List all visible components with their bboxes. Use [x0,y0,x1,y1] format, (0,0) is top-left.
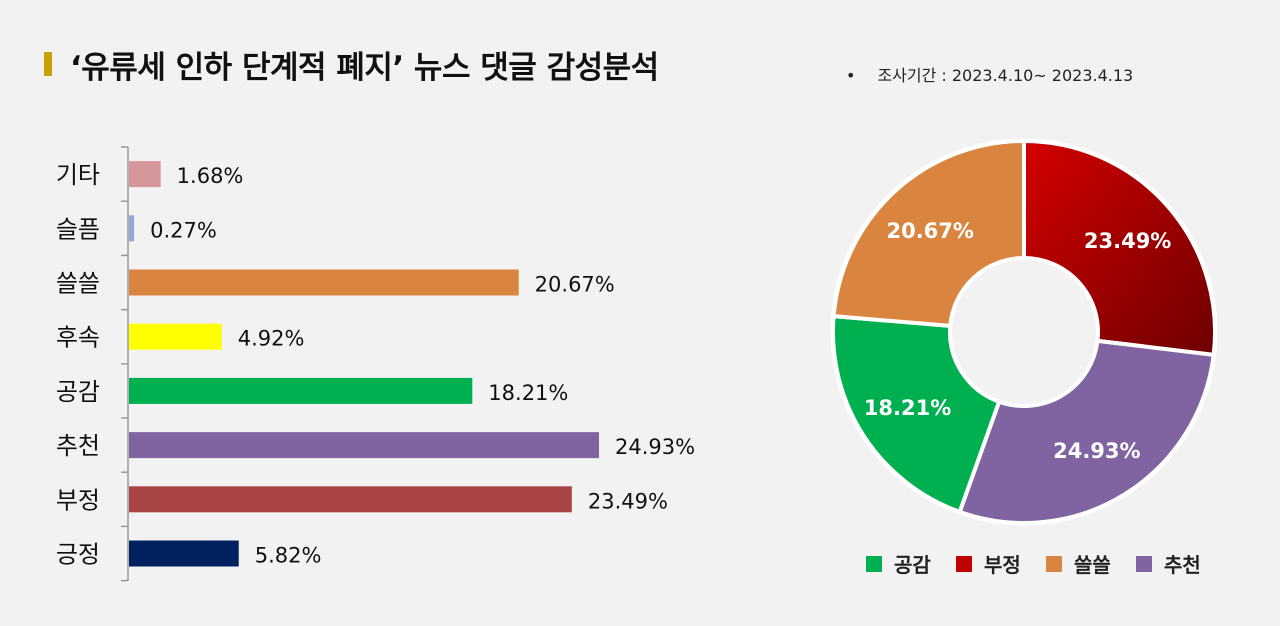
bar [129,269,519,296]
bar-value-label: 0.27% [150,218,217,242]
bar [129,215,135,242]
bar-value-label: 4.92% [238,327,305,351]
legend-label: 추천 [1164,553,1201,577]
bar [129,486,572,513]
survey-period: • 조사기간 : 2023.4.10~ 2023.4.13 [846,62,1133,86]
legend-swatch [956,556,972,572]
category-label: 긍정 [56,541,100,569]
bar-value-label: 18.21% [488,381,568,405]
category-label: 추천 [56,432,100,460]
donut-outline [830,138,1218,526]
bar [129,323,222,350]
category-label: 슬픔 [56,215,100,243]
legend-label: 부정 [984,553,1021,577]
title-marker [44,52,52,76]
slice-value-label: 23.49% [1084,229,1171,253]
category-label: 후속 [56,324,100,352]
donut-legend: 공감 부정 쓸쓸 추천 [866,553,1201,577]
legend-label: 공감 [894,553,931,577]
bar-chart: 기타 1.68% 슬픔 0.27% 쓸쓸 20.67% 후속 4.92% 공감 18.21% 추천 2… [56,146,695,582]
bar-value-label: 1.68% [177,164,244,188]
bar [129,432,599,459]
legend-swatch [866,556,882,572]
category-label: 부정 [56,486,100,514]
slice-value-label: 20.67% [886,219,973,243]
category-label: 쓸쓸 [56,270,100,298]
donut-chart: 23.49% 24.93% 18.21% 20.67% [830,138,1218,526]
bar-value-label: 23.49% [588,489,668,513]
chart-title: ‘유류세 인하 단계적 폐지’ 뉴스 댓글 감성분석 [70,50,659,86]
legend-label: 쓸쓸 [1074,553,1111,577]
bar [129,161,161,188]
legend-swatch [1046,556,1062,572]
bar-value-label: 24.93% [615,435,695,459]
slice-value-label: 24.93% [1053,439,1140,463]
bar [129,377,473,404]
bar [129,540,239,567]
bar-value-label: 20.67% [535,273,615,297]
bar-value-label: 5.82% [255,544,322,568]
legend-swatch [1136,556,1152,572]
category-label: 기타 [56,161,100,189]
period-text: 조사기간 : 2023.4.10~ 2023.4.13 [877,66,1134,85]
category-label: 공감 [56,378,100,406]
donut-slice [957,338,1216,525]
period-bullet: • [846,66,856,85]
slice-value-label: 18.21% [864,396,951,420]
